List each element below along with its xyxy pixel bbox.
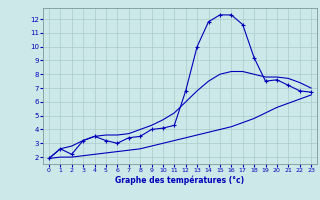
X-axis label: Graphe des températures (°c): Graphe des températures (°c) — [116, 176, 244, 185]
